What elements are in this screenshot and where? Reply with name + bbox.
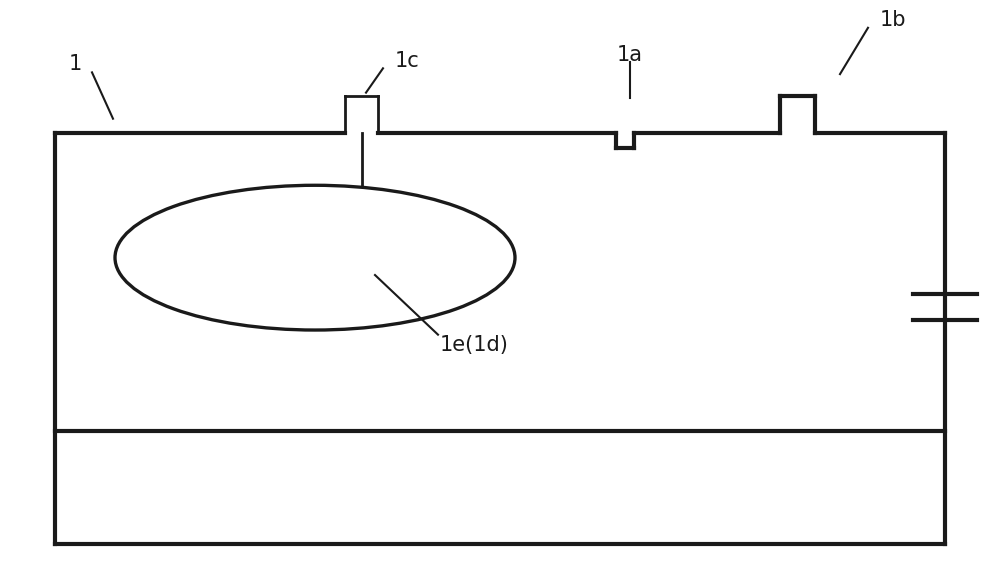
Ellipse shape — [115, 185, 515, 330]
Text: 1e(1d): 1e(1d) — [440, 335, 509, 354]
Text: 1: 1 — [68, 54, 82, 74]
Text: 1c: 1c — [395, 51, 420, 71]
Text: 1a: 1a — [617, 45, 643, 65]
Text: 1b: 1b — [880, 10, 906, 30]
